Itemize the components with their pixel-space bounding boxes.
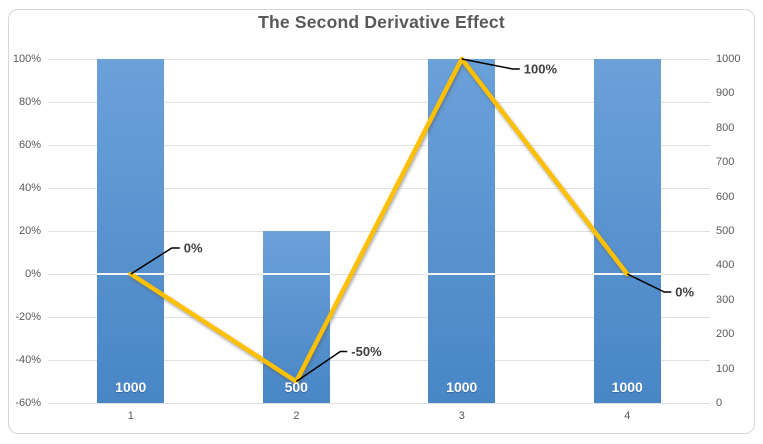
bar-value-label: 1000	[115, 379, 147, 395]
bar-value-label: 1000	[611, 379, 643, 395]
axis-tick-label-right: 300	[716, 293, 735, 306]
axis-tick-label-left: 60%	[18, 139, 41, 151]
axis-tick-label-left: 40%	[18, 182, 41, 194]
zero-axis-line-segment	[262, 273, 330, 275]
category-label: 1	[127, 410, 134, 422]
zero-axis-line-segment	[97, 273, 165, 275]
bar	[262, 231, 330, 403]
axis-tick-label-right: 1000	[716, 53, 741, 65]
axis-tick-label-left: 100%	[12, 53, 41, 65]
gridline	[48, 402, 710, 404]
zero-axis-line-segment	[593, 273, 661, 275]
bar	[428, 59, 496, 403]
bar-value-label: 500	[284, 379, 308, 395]
axis-tick-label-right: 500	[716, 225, 735, 237]
bar	[97, 59, 165, 403]
axis-tick-label-right: 0	[716, 397, 723, 409]
chart-title: The Second Derivative Effect	[258, 12, 505, 32]
axis-tick-label-right: 700	[716, 156, 735, 169]
axis-tick-label-left: -20%	[15, 311, 41, 323]
axis-tick-label-right: 400	[716, 259, 735, 272]
axis-tick-label-right: 600	[716, 190, 735, 203]
axis-tick-label-right: 200	[716, 328, 735, 341]
bar	[593, 59, 661, 403]
axis-tick-label-right: 100	[716, 362, 735, 375]
category-label: 2	[293, 410, 300, 422]
axis-tick-label-right: 900	[716, 87, 735, 100]
axis-tick-label-left: -40%	[15, 354, 41, 366]
category-label: 4	[624, 410, 631, 422]
axis-tick-label-left: 20%	[18, 225, 41, 237]
bar-value-label: 1000	[446, 379, 478, 395]
axis-tick-label-left: 80%	[18, 96, 41, 108]
axis-tick-label-right: 800	[716, 121, 735, 134]
axis-tick-label-left: 0%	[25, 268, 41, 280]
zero-axis-line-segment	[428, 273, 496, 275]
axis-tick-label-left: -60%	[15, 397, 41, 409]
category-label: 3	[458, 410, 465, 422]
